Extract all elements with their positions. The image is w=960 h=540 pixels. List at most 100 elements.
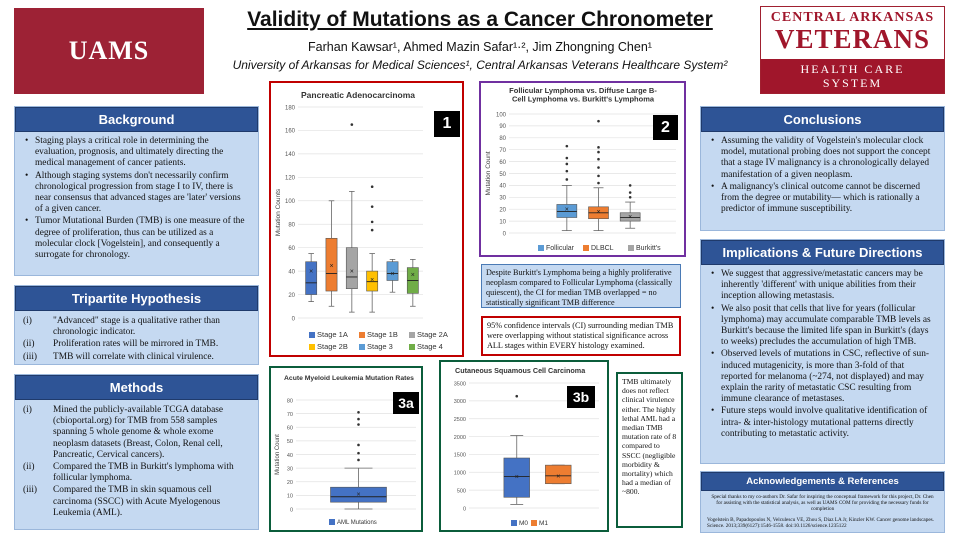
y-tick-label: 60	[499, 160, 506, 166]
mean-marker: ×	[329, 263, 333, 270]
acknowledgements-text: Special thanks to my co-authors Dr. Safa…	[711, 494, 934, 513]
poster-title: Validity of Mutations as a Cancer Chrono…	[247, 8, 713, 31]
box-stage-1b	[325, 237, 338, 292]
legend-swatch	[359, 332, 365, 338]
list-item: Future steps would involve qualitative i…	[709, 406, 936, 440]
outlier-point	[597, 146, 600, 149]
item-number: (i)	[23, 405, 32, 415]
poster-affiliations: University of Arkansas for Medical Scien…	[232, 58, 728, 72]
list-item: (ii) Proliferation rates will be mirrored…	[23, 339, 250, 350]
y-tick-label: 10	[287, 494, 293, 500]
legend-swatch	[309, 344, 315, 350]
implications-heading: Implications & Future Directions	[701, 240, 944, 265]
outlier-point	[357, 458, 360, 462]
outlier-point	[628, 184, 632, 187]
legend-swatch	[409, 344, 415, 350]
legend-label: DLBCL	[591, 245, 614, 252]
list-item: Observed levels of mutations in CSC, ref…	[709, 349, 936, 405]
legend-label: Stage 3	[367, 342, 393, 351]
uams-logo: UAMS	[14, 8, 204, 94]
y-axis-label: Mutation Count	[485, 151, 492, 195]
tmb-note: TMB ultimately does not reflect clinical…	[616, 372, 683, 528]
legend-swatch	[409, 332, 415, 338]
y-tick-label: 0	[290, 507, 293, 513]
y-tick-label: 50	[287, 439, 293, 445]
y-tick-label: 40	[499, 184, 506, 190]
y-tick-label: 1500	[454, 453, 466, 459]
box-stage-1a	[305, 261, 318, 295]
outlier-point	[597, 174, 600, 178]
outlier-point	[370, 185, 374, 189]
outlier-point	[357, 443, 360, 447]
y-tick-label: 90	[499, 124, 506, 130]
item-text: Proliferation rates will be mirrored in …	[53, 339, 219, 350]
figure-2-badge: 2	[653, 115, 678, 140]
outlier-point	[597, 166, 600, 169]
item-number: (iii)	[23, 485, 38, 496]
outlier-point	[357, 410, 360, 414]
implications-list: We suggest that aggressive/metastatic ca…	[701, 265, 944, 440]
legend-label: Stage 2A	[417, 330, 448, 339]
y-tick-label: 0	[292, 316, 296, 322]
y-tick-label: 2500	[454, 417, 466, 423]
outlier-point	[370, 205, 374, 208]
mean-marker: ×	[411, 272, 415, 279]
legend-swatch	[329, 519, 335, 525]
outlier-point	[357, 423, 360, 426]
legend-swatch	[359, 344, 365, 350]
conclusions-list: Assuming the validity of Vogelstein's mo…	[701, 132, 944, 215]
implications-panel: Implications & Future Directions We sugg…	[700, 239, 945, 464]
item-text: Compared the TMB in Burkitt's lymphoma w…	[53, 462, 234, 484]
legend-label: Follicular	[546, 245, 575, 252]
va-logo-line2: VETERANS	[774, 24, 931, 54]
list-item: (i) Mined the publicly-available TCGA dat…	[23, 405, 250, 461]
y-tick-label: 0	[503, 231, 507, 237]
figure-3a-badge: 3a	[393, 392, 419, 414]
box-burkitt-s	[619, 212, 641, 222]
y-tick-label: 0	[463, 506, 466, 512]
item-text: "Advanced" stage is a qualitative rather…	[53, 316, 220, 338]
outlier-point	[565, 156, 569, 160]
outlier-point	[357, 451, 360, 455]
outlier-point	[628, 191, 632, 194]
legend-label: Burkitt's	[636, 245, 661, 252]
acknowledgements-panel: Acknowledgements & References Special th…	[700, 471, 945, 533]
burkitt-note: Despite Burkitt's Lymphoma being a highl…	[481, 264, 681, 308]
va-logo-line1: CENTRAL ARKANSAS	[770, 10, 935, 25]
acknowledgements-heading: Acknowledgements & References	[701, 472, 944, 491]
mean-marker: ×	[309, 269, 313, 276]
item-number: (iii)	[23, 351, 38, 362]
outlier-point	[565, 178, 569, 181]
legend-swatch	[538, 245, 544, 251]
item-text: TMB will correlate with clinical virulen…	[53, 351, 214, 362]
item-text: Mined the publicly-available TCGA databa…	[53, 405, 224, 460]
outlier-point	[597, 150, 600, 154]
y-tick-label: 60	[287, 426, 293, 432]
background-heading: Background	[15, 107, 258, 132]
mean-marker: ×	[596, 209, 600, 216]
y-tick-label: 1000	[454, 471, 466, 477]
outlier-point	[597, 119, 600, 123]
mean-marker: ×	[370, 277, 374, 284]
list-item: Assuming the validity of Vogelstein's mo…	[709, 136, 936, 181]
list-item: A malignancy's clinical outcome cannot b…	[709, 182, 936, 216]
methods-panel: Methods (i) Mined the publicly-available …	[14, 374, 259, 530]
figure-1-box: Pancreatic Adenocarcinoma 0 20 40 60 80 100 120…	[269, 81, 464, 357]
y-tick-label: 180	[285, 105, 296, 111]
y-tick-label: 20	[499, 208, 506, 214]
figure-3a-chart: Acute Myeloid Leukemia Mutation Rates 0 10…	[275, 375, 416, 526]
legend-swatch	[628, 245, 634, 251]
y-tick-label: 60	[288, 246, 295, 252]
chart-title: Pancreatic Adenocarcinoma	[301, 90, 415, 100]
y-tick-label: 120	[285, 176, 296, 182]
y-axis-label: Mutation Counts	[275, 188, 282, 236]
box-aml-mutations	[330, 486, 387, 503]
outlier-point	[565, 169, 569, 173]
legend-label: M1	[539, 520, 548, 527]
mean-marker: ×	[515, 474, 519, 481]
list-item: We also posit that cells that live for y…	[709, 304, 936, 349]
y-tick-label: 500	[457, 488, 466, 494]
va-logo: CENTRAL ARKANSAS VETERANS HEALTH CARE SY…	[760, 6, 945, 94]
legend-swatch	[583, 245, 589, 251]
y-tick-label: 70	[287, 412, 293, 418]
